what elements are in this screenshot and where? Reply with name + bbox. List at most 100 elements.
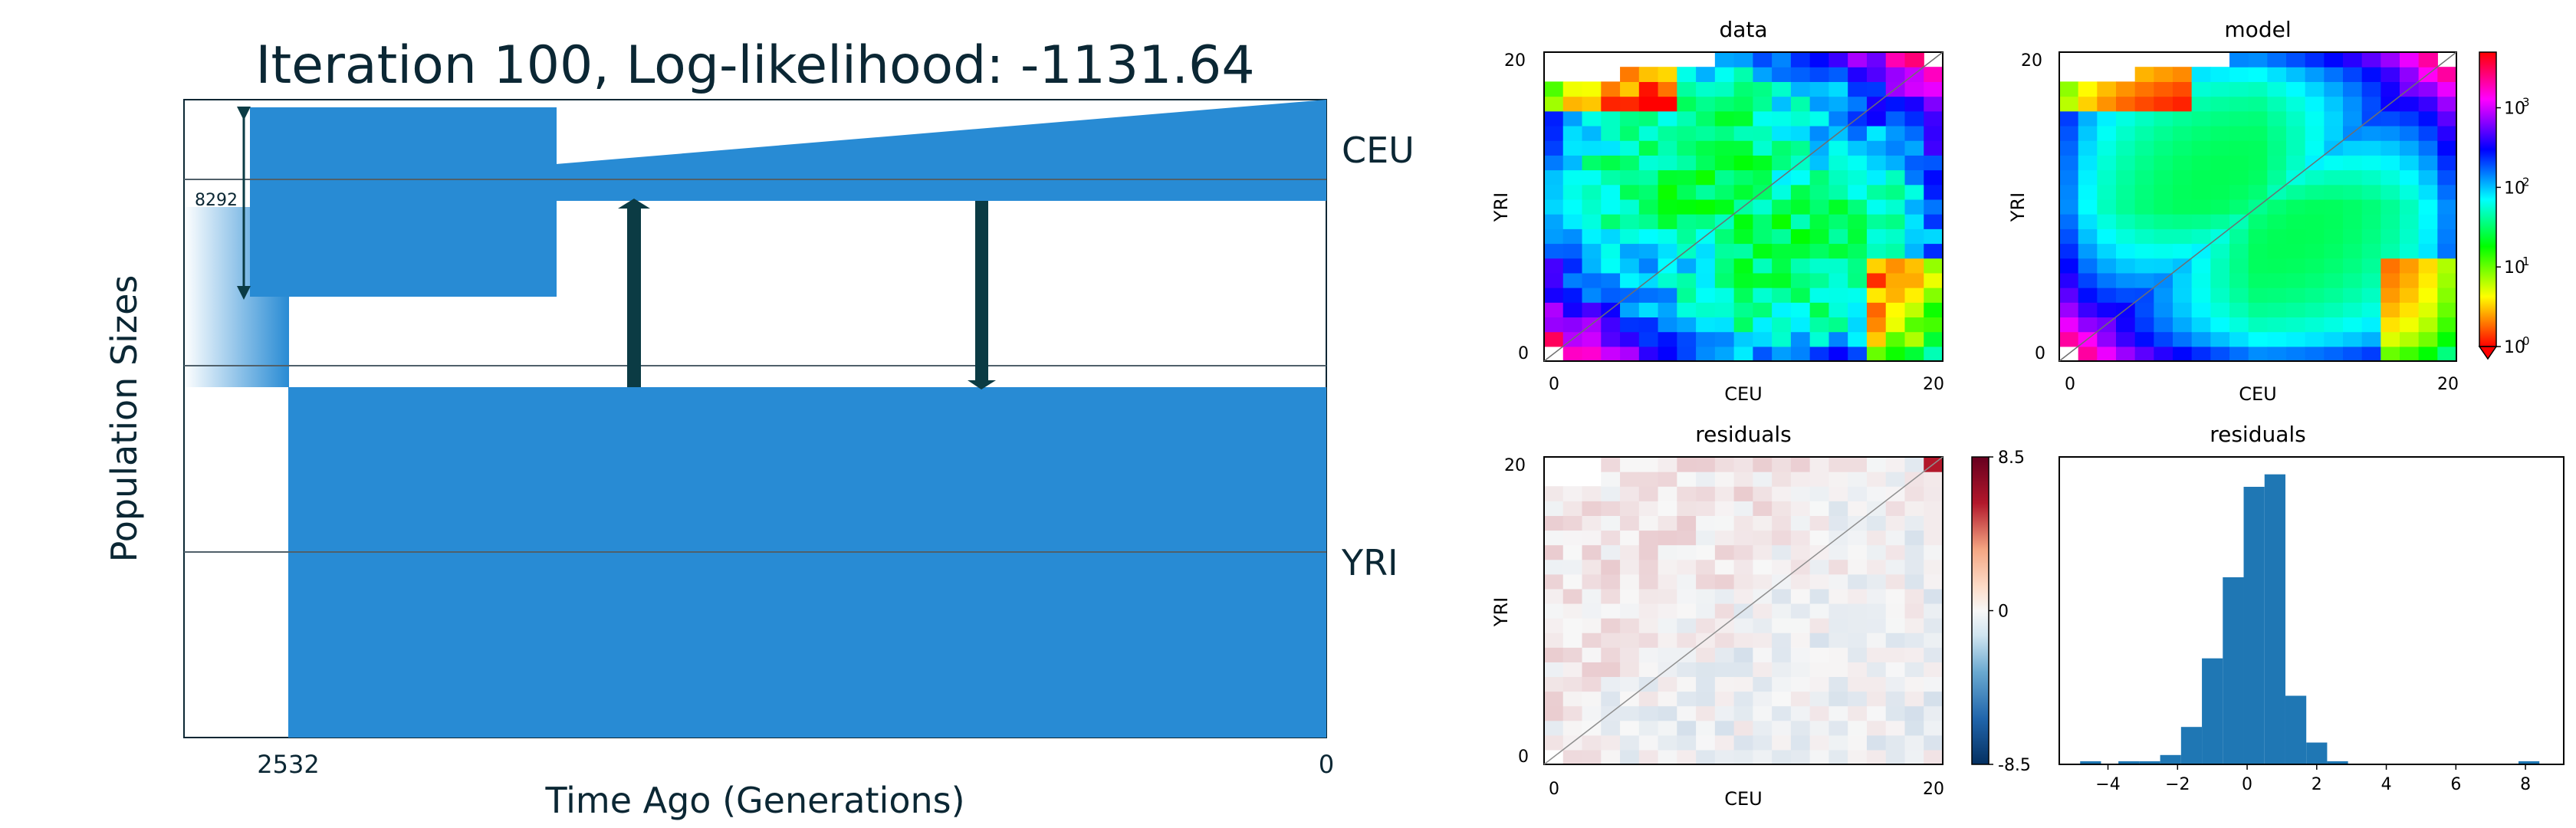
heatmap-cell bbox=[1790, 346, 1811, 362]
heatmap-title-model: model bbox=[2224, 17, 2291, 42]
heatmap-cell bbox=[2400, 272, 2420, 288]
heatmap-cell bbox=[2380, 52, 2400, 67]
heatmap-cell bbox=[2267, 52, 2287, 67]
heatmap-cell bbox=[1772, 96, 1792, 112]
heatmap-cell bbox=[1696, 272, 1716, 288]
heatmap-cell bbox=[1601, 632, 1621, 648]
heatmap-cell bbox=[1885, 618, 1906, 633]
heatmap-cell bbox=[1790, 110, 1811, 127]
heatmap-cell bbox=[1582, 96, 1602, 112]
heatmap-cell bbox=[1753, 125, 1773, 141]
heatmap-cell bbox=[1658, 140, 1677, 156]
heatmap-cell bbox=[1772, 647, 1792, 662]
histogram-bar bbox=[2243, 486, 2265, 764]
heatmap-cell bbox=[1885, 515, 1906, 531]
heatmap-cell bbox=[2418, 258, 2438, 274]
heatmap-cell bbox=[2267, 110, 2287, 127]
heatmap-cell bbox=[2134, 214, 2154, 229]
heatmap-cell bbox=[1620, 110, 1640, 127]
heatmap-cell bbox=[1829, 472, 1848, 487]
heatmap-cell bbox=[2361, 169, 2381, 186]
heatmap-cell bbox=[1658, 647, 1677, 662]
heatmap-cell bbox=[1866, 346, 1887, 362]
heatmap-cell bbox=[2343, 288, 2363, 303]
heatmap-cell bbox=[1885, 472, 1906, 487]
heatmap-cell bbox=[1924, 258, 1944, 274]
heatmap-cell bbox=[1620, 81, 1640, 97]
heatmap-cell bbox=[2078, 346, 2098, 362]
heatmap-cell bbox=[1904, 734, 1924, 751]
heatmap-cell bbox=[2173, 169, 2193, 186]
heatmap-cell bbox=[2380, 243, 2400, 259]
heatmap-cell bbox=[1638, 125, 1659, 141]
heatmap-cell bbox=[1866, 214, 1887, 229]
heatmap-cell bbox=[1601, 457, 1621, 472]
heatmap-cell bbox=[2400, 184, 2420, 200]
heatmap-cell bbox=[1714, 457, 1735, 472]
heatmap-cell bbox=[1638, 96, 1659, 112]
heatmap-cell bbox=[2324, 199, 2344, 215]
heatmap-cell bbox=[1848, 317, 1868, 333]
heatmap-cell bbox=[2400, 258, 2420, 274]
heatmap-cell bbox=[2380, 288, 2400, 303]
heatmap-cell bbox=[1772, 272, 1792, 288]
heatmap-cell bbox=[1809, 515, 1830, 531]
heatmap-cell bbox=[1866, 317, 1887, 333]
heatmap-cell bbox=[1809, 302, 1830, 318]
heatmap-cell bbox=[2305, 346, 2325, 362]
heatmap-cell bbox=[1848, 749, 1868, 765]
heatmap-cell bbox=[1829, 457, 1848, 472]
colorbar-tick-label: 10 bbox=[2504, 258, 2525, 278]
heatmap-cell bbox=[2134, 258, 2154, 274]
heatmap-cell bbox=[1924, 302, 1944, 318]
heatmap-cell bbox=[2267, 346, 2287, 362]
heatmap-cell bbox=[1772, 258, 1792, 274]
heatmap-cell bbox=[1544, 691, 1564, 707]
heatmap-cell bbox=[1866, 67, 1887, 82]
heatmap-cell bbox=[1829, 258, 1848, 274]
heatmap-cell bbox=[1696, 96, 1716, 112]
heatmap-cell bbox=[1790, 588, 1811, 604]
heatmap-cell bbox=[1620, 169, 1640, 186]
heatmap-cell bbox=[2191, 96, 2211, 112]
heatmap-cell bbox=[2059, 169, 2079, 186]
heatmap-cell bbox=[1885, 530, 1906, 546]
heatmap-cell bbox=[1696, 214, 1716, 229]
heatmap-cell bbox=[1696, 647, 1716, 662]
heatmap-cell bbox=[1790, 472, 1811, 487]
heatmap-cell bbox=[2324, 288, 2344, 303]
ceu-bottleneck-shape bbox=[250, 107, 557, 297]
heatmap-cell bbox=[1733, 228, 1753, 245]
heatmap-cell bbox=[1866, 243, 1887, 259]
heatmap-cell bbox=[1848, 125, 1868, 141]
heatmap-cell bbox=[1772, 81, 1792, 97]
heatmap-cell bbox=[2154, 243, 2174, 259]
diagonal-line bbox=[1543, 456, 1944, 765]
heatmap-cell bbox=[2078, 125, 2098, 141]
heatmap-cell bbox=[1904, 530, 1924, 546]
heatmap-cell bbox=[1904, 662, 1924, 678]
heatmap-cell bbox=[2210, 96, 2230, 112]
heatmap-cell bbox=[1866, 155, 1887, 171]
heatmap-cell bbox=[1772, 243, 1792, 259]
y-tick-label: 20 bbox=[2021, 51, 2042, 71]
heatmap-cell bbox=[1924, 749, 1944, 765]
heatmap-cell bbox=[1772, 705, 1792, 721]
heatmap-cell bbox=[1772, 691, 1792, 707]
size-annotation-label: 8292 bbox=[195, 191, 238, 210]
heatmap-cell bbox=[2097, 140, 2117, 156]
heatmap-cell bbox=[1544, 618, 1564, 633]
heatmap-cell bbox=[2324, 67, 2344, 82]
heatmap-cell bbox=[1829, 676, 1848, 692]
heatmap-cell bbox=[2229, 52, 2249, 67]
heatmap-cell bbox=[1582, 573, 1602, 590]
population-label-ceu: CEU bbox=[1342, 130, 1414, 171]
heatmap-cell bbox=[1658, 691, 1677, 707]
heatmap-cell bbox=[2286, 52, 2306, 67]
heatmap-cell bbox=[1601, 214, 1621, 229]
heatmap-cell bbox=[1809, 603, 1830, 619]
histogram-bar bbox=[2080, 761, 2101, 764]
heatmap-cell bbox=[1904, 331, 1924, 347]
residuals-colorbar-ticks: 8.5 0 -8.5 bbox=[1989, 449, 2031, 775]
